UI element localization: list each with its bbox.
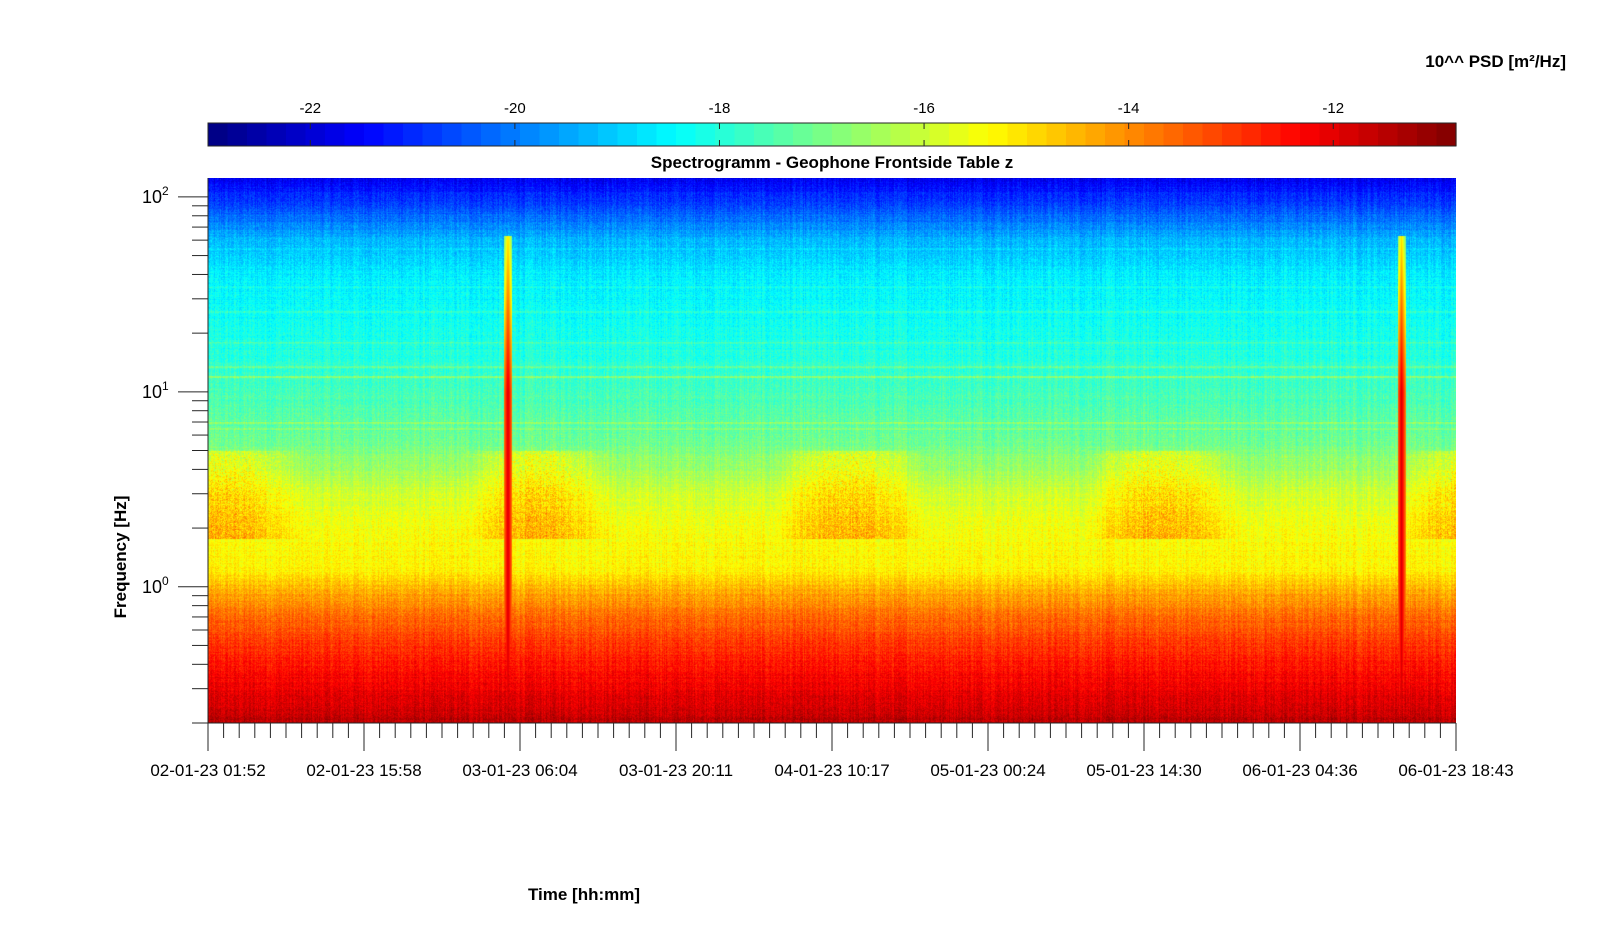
colorbar-cell [1280,123,1301,146]
x-tick-label: 06-01-23 04:36 [1242,761,1357,780]
y-axis: 100 101 102 [142,178,209,724]
spectrogram-image [208,178,1456,723]
colorbar-cell [1027,123,1048,146]
colorbar-cell [520,123,541,146]
x-tick-label: 02-01-23 01:52 [150,761,265,780]
colorbar-cell [247,123,268,146]
colorbar-cell [1105,123,1126,146]
colorbar-cell [793,123,814,146]
x-axis: 02-01-23 01:52 02-01-23 15:58 03-01-23 06:… [150,722,1514,780]
colorbar-cell [929,123,950,146]
colorbar-cell [773,123,794,146]
colorbar-cell [227,123,248,146]
x-tick-label: 05-01-23 14:30 [1086,761,1201,780]
colorbar-cell [988,123,1009,146]
colorbar-cell [1183,123,1204,146]
colorbar-cell [305,123,326,146]
x-tick-label: 05-01-23 00:24 [930,761,1045,780]
colorbar-cell [1066,123,1087,146]
colorbar-cell [559,123,580,146]
colorbar-cell [1085,123,1106,146]
colorbar-tick-label: -22 [299,100,321,117]
colorbar-cell [851,123,872,146]
colorbar-cell [910,123,931,146]
x-tick-label: 03-01-23 20:11 [619,761,733,780]
x-tick-label: 04-01-23 10:17 [774,761,889,780]
colorbar-cell [617,123,638,146]
colorbar-cell [344,123,365,146]
x-tick-label: 03-01-23 06:04 [462,761,577,780]
colorbar-cell [383,123,404,146]
colorbar-tick-label: -18 [709,100,731,117]
colorbar-cell [695,123,716,146]
colorbar-cell [1261,123,1282,146]
colorbar-cell [286,123,307,146]
colorbar-label: 10^^ PSD [m²/Hz] [1425,52,1566,71]
spectrogram-area [208,178,1456,723]
colorbar-cell [715,123,736,146]
colorbar-cell [832,123,853,146]
chart-title: Spectrogramm - Geophone Frontside Table … [651,153,1013,172]
colorbar-cell [1436,123,1457,146]
colorbar-cell [539,123,560,146]
colorbar-cell [949,123,970,146]
colorbar-cell [1339,123,1360,146]
colorbar-cell [1378,123,1399,146]
colorbar-cell [403,123,424,146]
colorbar-cell [1241,123,1262,146]
colorbar-cell [734,123,755,146]
colorbar-cell [1222,123,1243,146]
colorbar-cell [442,123,463,146]
colorbar-cell [1300,123,1321,146]
colorbar-cell [208,123,229,146]
colorbar-cell [1358,123,1379,146]
colorbar-cell [812,123,833,146]
y-tick-label: 100 [142,574,169,597]
colorbar-cell [676,123,697,146]
colorbar-cell [1202,123,1223,146]
colorbar-cell [1007,123,1028,146]
x-tick-label: 02-01-23 15:58 [306,761,421,780]
colorbar-cell [637,123,658,146]
colorbar-cell [325,123,346,146]
x-axis-label: Time [hh:mm] [528,885,640,904]
y-tick-label: 102 [142,184,169,207]
colorbar-cell [266,123,287,146]
colorbar-cell [598,123,619,146]
colorbar-tick-label: -16 [913,100,935,117]
colorbar-cell [1163,123,1184,146]
colorbar-cell [1144,123,1165,146]
colorbar-cell [1046,123,1067,146]
colorbar-cell [968,123,989,146]
x-tick-label: 06-01-23 18:43 [1398,761,1513,780]
colorbar-cell [1124,123,1145,146]
colorbar-cell [656,123,677,146]
colorbar-cell [1397,123,1418,146]
colorbar-cell [500,123,521,146]
colorbar-frame [207,122,1457,147]
colorbar-cell [481,123,502,146]
colorbar-cell [1319,123,1340,146]
colorbar-cell [578,123,599,146]
colorbar-cell [871,123,892,146]
colorbar-tick-label: -12 [1322,100,1344,117]
colorbar-cell [461,123,482,146]
colorbar-tick-label: -14 [1118,100,1140,117]
colorbar-cell [1417,123,1438,146]
y-tick-label: 101 [142,379,169,402]
colorbar-cell [890,123,911,146]
y-axis-label: Frequency [Hz] [111,496,130,619]
colorbar-cell [364,123,385,146]
colorbar-cell [422,123,443,146]
colorbar-tick-label: -20 [504,100,526,117]
colorbar-cell [754,123,775,146]
colorbar: -22 -20 -18 -16 -14 -12 10^^ PSD [m²/Hz] [207,52,1566,147]
